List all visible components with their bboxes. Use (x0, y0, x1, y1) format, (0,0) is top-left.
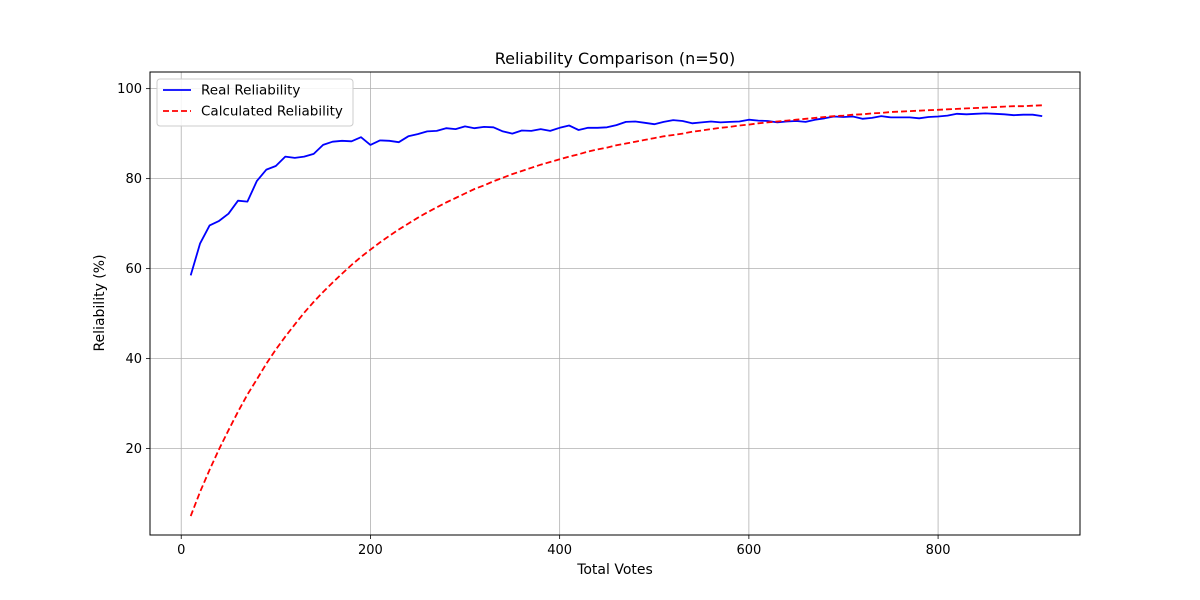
x-tick-label: 600 (736, 543, 761, 558)
ticks: 0 200 400 600 800 20 40 60 80 100 (117, 82, 950, 558)
grid (150, 72, 1080, 535)
series-layer (189, 104, 1043, 517)
y-axis-label: Reliability (%) (92, 254, 108, 351)
y-tick-label: 40 (125, 352, 142, 367)
plot-frame (149, 71, 1081, 536)
y-tick-label: 100 (117, 82, 142, 97)
legend-label: Real Reliability (201, 83, 300, 99)
x-tick-label: 400 (547, 543, 572, 558)
legend-box (156, 78, 354, 127)
y-tick-label: 20 (125, 442, 142, 457)
legend: Real Reliability Calculated Reliability (156, 78, 354, 127)
legend-label: Calculated Reliability (201, 104, 343, 120)
x-tick-label: 200 (358, 543, 383, 558)
chart-title: Reliability Comparison (n=50) (495, 49, 736, 68)
series-line-real-reliability (189, 112, 1043, 276)
x-tick-label: 800 (926, 543, 951, 558)
x-axis-label: Total Votes (576, 562, 653, 578)
y-tick-label: 80 (125, 172, 142, 187)
series-line-calculated-reliability (189, 104, 1043, 517)
y-tick-label: 60 (125, 262, 142, 277)
x-tick-label: 0 (177, 543, 185, 558)
